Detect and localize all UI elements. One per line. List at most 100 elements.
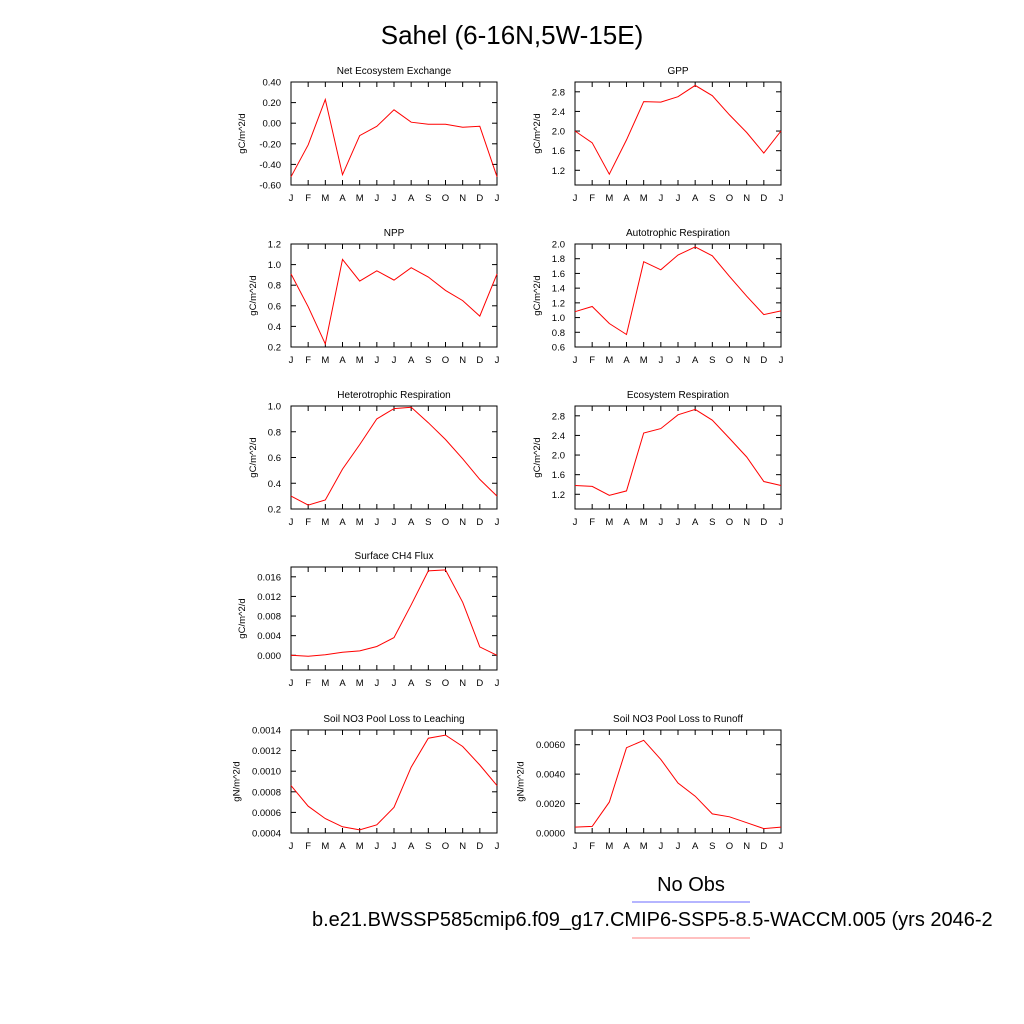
y-tick-label: 0.012 bbox=[257, 592, 281, 603]
y-tick-label: 2.4 bbox=[552, 107, 565, 118]
plot-frame bbox=[290, 566, 498, 671]
series-line bbox=[290, 734, 498, 831]
x-tick-label: A bbox=[692, 841, 699, 852]
panel-title: Surface CH4 Flux bbox=[355, 551, 434, 562]
y-axis-label: gC/m^2/d bbox=[532, 437, 543, 477]
y-tick-label: 2.4 bbox=[552, 431, 565, 442]
x-tick-label: J bbox=[289, 517, 294, 528]
x-tick-label: M bbox=[640, 517, 648, 528]
x-tick-label: J bbox=[779, 355, 784, 366]
x-tick-label: F bbox=[305, 355, 311, 366]
x-tick-label: D bbox=[760, 193, 767, 204]
y-tick-label: 0.008 bbox=[257, 612, 281, 623]
x-tick-label: J bbox=[495, 193, 500, 204]
plot-frame bbox=[290, 243, 498, 348]
x-tick-label: J bbox=[573, 193, 578, 204]
x-tick-label: A bbox=[692, 517, 699, 528]
x-tick-label: O bbox=[442, 678, 449, 689]
y-tick-label: 2.0 bbox=[552, 240, 565, 251]
x-tick-label: J bbox=[374, 517, 379, 528]
x-tick-label: J bbox=[676, 841, 681, 852]
y-tick-label: 1.2 bbox=[552, 490, 565, 501]
x-tick-label: M bbox=[356, 517, 364, 528]
x-tick-label: M bbox=[605, 517, 613, 528]
x-tick-label: M bbox=[356, 678, 364, 689]
x-tick-label: S bbox=[425, 355, 431, 366]
y-tick-label: 1.0 bbox=[552, 313, 565, 324]
x-tick-label: A bbox=[408, 517, 415, 528]
x-tick-label: A bbox=[623, 193, 630, 204]
x-tick-label: J bbox=[676, 517, 681, 528]
panel-title: NPP bbox=[384, 228, 405, 239]
plot-frame bbox=[574, 729, 782, 834]
x-tick-label: M bbox=[321, 193, 329, 204]
y-axis-label: gC/m^2/d bbox=[237, 113, 248, 153]
x-tick-label: D bbox=[760, 517, 767, 528]
x-tick-label: N bbox=[743, 193, 750, 204]
x-tick-label: A bbox=[339, 355, 346, 366]
x-tick-label: M bbox=[321, 517, 329, 528]
x-tick-label: N bbox=[459, 517, 466, 528]
x-tick-label: J bbox=[676, 193, 681, 204]
y-tick-label: 0.000 bbox=[257, 651, 281, 662]
x-tick-label: N bbox=[459, 193, 466, 204]
x-tick-label: J bbox=[374, 193, 379, 204]
legend-model-label: b.e21.BWSSP585cmip6.f09_g17.CMIP6-SSP5-8… bbox=[312, 909, 993, 931]
y-tick-label: 0.8 bbox=[552, 328, 565, 339]
y-tick-label: 0.0020 bbox=[536, 799, 565, 810]
figure-title: Sahel (6-16N,5W-15E) bbox=[381, 20, 644, 50]
y-tick-label: 1.4 bbox=[552, 284, 565, 295]
x-tick-label: M bbox=[321, 678, 329, 689]
y-tick-label: 0.0000 bbox=[536, 829, 565, 840]
y-tick-label: 1.2 bbox=[268, 240, 281, 251]
x-tick-label: J bbox=[495, 841, 500, 852]
y-axis-label: gC/m^2/d bbox=[237, 598, 248, 638]
x-tick-label: S bbox=[425, 517, 431, 528]
y-tick-label: 0.0014 bbox=[252, 726, 281, 737]
y-tick-label: 0.0060 bbox=[536, 740, 565, 751]
x-tick-label: N bbox=[743, 355, 750, 366]
x-tick-label: J bbox=[392, 355, 397, 366]
y-tick-label: 0.8 bbox=[268, 281, 281, 292]
x-tick-label: J bbox=[573, 841, 578, 852]
x-tick-label: M bbox=[321, 841, 329, 852]
x-tick-label: M bbox=[321, 355, 329, 366]
x-tick-label: A bbox=[692, 193, 699, 204]
x-tick-label: F bbox=[305, 517, 311, 528]
y-tick-label: -0.40 bbox=[259, 160, 281, 171]
x-tick-label: A bbox=[339, 193, 346, 204]
x-tick-label: J bbox=[289, 678, 294, 689]
y-tick-label: 0.0010 bbox=[252, 767, 281, 778]
plot-frame bbox=[574, 243, 782, 348]
x-tick-label: J bbox=[392, 678, 397, 689]
x-tick-label: M bbox=[605, 841, 613, 852]
x-tick-label: J bbox=[392, 841, 397, 852]
x-tick-label: A bbox=[408, 678, 415, 689]
x-tick-label: N bbox=[743, 841, 750, 852]
x-tick-label: O bbox=[442, 355, 449, 366]
x-tick-label: S bbox=[709, 517, 715, 528]
x-tick-label: O bbox=[442, 841, 449, 852]
panel-title: Autotrophic Respiration bbox=[626, 228, 730, 239]
y-tick-label: 0.0004 bbox=[252, 829, 281, 840]
panel-title: Soil NO3 Pool Loss to Leaching bbox=[323, 714, 464, 725]
y-tick-label: 1.6 bbox=[552, 269, 565, 280]
x-tick-label: F bbox=[589, 193, 595, 204]
x-tick-label: J bbox=[573, 517, 578, 528]
y-tick-label: 0.016 bbox=[257, 572, 281, 583]
panel-title: Net Ecosystem Exchange bbox=[337, 66, 452, 77]
x-tick-label: F bbox=[305, 841, 311, 852]
y-tick-label: 1.6 bbox=[552, 146, 565, 157]
x-tick-label: F bbox=[589, 517, 595, 528]
y-axis-label: gC/m^2/d bbox=[248, 275, 259, 315]
y-tick-label: 2.0 bbox=[552, 127, 565, 138]
series-line bbox=[290, 569, 498, 657]
x-tick-label: S bbox=[425, 678, 431, 689]
x-tick-label: F bbox=[305, 193, 311, 204]
x-tick-label: F bbox=[589, 355, 595, 366]
x-tick-label: O bbox=[726, 355, 733, 366]
